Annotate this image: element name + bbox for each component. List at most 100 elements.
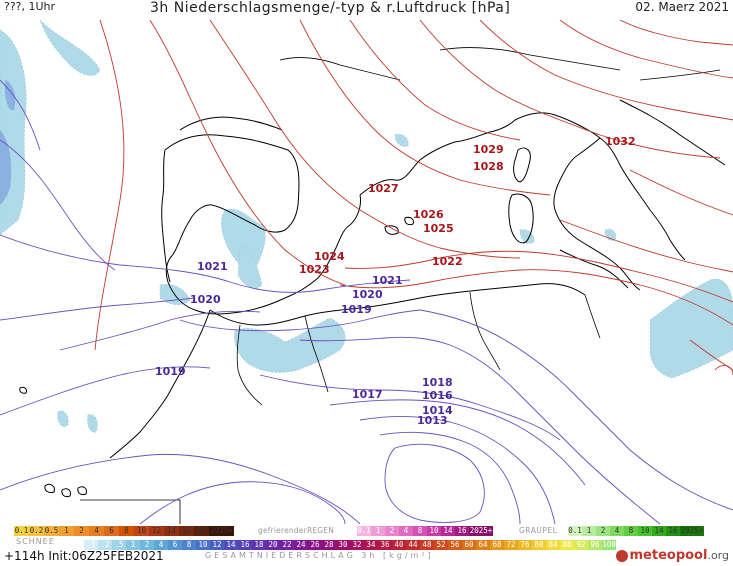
isobar-label-1026: 1026 — [413, 208, 444, 221]
legend-swatch: 16 — [455, 526, 469, 536]
legend-swatch: 1 — [126, 540, 140, 550]
legend-swatch: 68 — [490, 540, 504, 550]
isobar-label-1017: 1017 — [352, 388, 383, 401]
precipitation-layer — [0, 20, 733, 433]
legend-swatch: 44 — [406, 540, 420, 550]
legend-swatch: 6 — [104, 526, 119, 536]
legend-swatch: 22 — [280, 540, 294, 550]
legend-swatch: 76 — [518, 540, 532, 550]
legend-swatch: 40 — [392, 540, 406, 550]
legend-swatch: 2025+ — [209, 526, 234, 536]
legend-swatch: 2025+ — [469, 526, 493, 536]
legend-swatch: 64 — [476, 540, 490, 550]
isobar-label-1024: 1024 — [314, 250, 345, 263]
legend-swatch: 2 — [140, 540, 154, 550]
legend-freezing-rain-scale: 0.1 1 2 4 8 10 14 16 2025+ — [357, 526, 493, 536]
legend-total-label: GESAMTNIEDERSCHLAG 3h [kg/m²] — [205, 551, 434, 560]
legend-swatch: 16 — [238, 540, 252, 550]
legend-snow-label: SCHNEE — [16, 537, 55, 546]
legend-swatch: 1 — [582, 526, 596, 536]
legend-swatch: 6 — [168, 540, 182, 550]
legend-swatch: 28 — [322, 540, 336, 550]
legend-swatch: 1 — [59, 526, 74, 536]
isobar-label-1016: 1016 — [422, 389, 453, 402]
legend-swatch: 36 — [378, 540, 392, 550]
brand-name: meteopool — [629, 548, 708, 563]
isobar-label-1025: 1025 — [423, 222, 454, 235]
isobar-label-1014: 1014 — [422, 404, 453, 417]
legend-graupel-label: GRAUPEL — [519, 526, 558, 535]
legend-swatch: 16 — [179, 526, 194, 536]
legend-graupel-scale: 0.1 1 2 4 8 10 14 16 2025+ — [568, 526, 704, 536]
legend-swatch: 10 — [196, 540, 210, 550]
pressure-labels-low: 1021 1021 1020 1020 1019 1019 1018 1017 … — [155, 260, 453, 427]
legend-swatch: 4 — [154, 540, 168, 550]
valid-date: 02. Maerz 2021 — [635, 0, 729, 14]
legend-swatch: 10 — [134, 526, 149, 536]
legend-swatch: 8 — [413, 526, 427, 536]
legend-swatch: 12 — [149, 526, 164, 536]
run-label: ???, 1Uhr — [4, 0, 56, 13]
legend-swatch: 4 — [610, 526, 624, 536]
isobar-label-1027: 1027 — [368, 182, 399, 195]
legend-swatch: 2025+ — [680, 526, 704, 536]
legend-swatch: 2 — [74, 526, 89, 536]
legend-swatch: 2 — [596, 526, 610, 536]
legend-swatch: .1 — [84, 540, 98, 550]
brand-logo: meteopool.org — [615, 548, 729, 563]
legend-swatch: 52 — [434, 540, 448, 550]
isobar-label-1021: 1021 — [372, 274, 403, 287]
legend-swatch: 14 — [164, 526, 179, 536]
legend-swatch: 4 — [89, 526, 104, 536]
map-header: ???, 1Uhr 3h Niederschlagsmenge/-typ & r… — [0, 0, 733, 20]
isobar-label-1013: 1013 — [417, 414, 448, 427]
brand-suffix: .org — [707, 549, 729, 562]
legend-swatch: 60 — [462, 540, 476, 550]
isobars-low — [0, 79, 733, 524]
legend-swatch: 18 — [194, 526, 209, 536]
pressure-labels-high: 1032 1029 1028 1027 1026 1025 1024 1023 … — [299, 135, 636, 276]
legend-swatch: 72 — [504, 540, 518, 550]
legend-swatch: 30 — [336, 540, 350, 550]
legend-swatch: 34 — [364, 540, 378, 550]
run-info: +114h Init:06Z25FEB2021 — [4, 549, 164, 563]
legend-swatch: 1 — [371, 526, 385, 536]
legend-swatch: 16 — [666, 526, 680, 536]
isobar-label-1023: 1023 — [299, 263, 330, 276]
legend-swatch: 14 — [652, 526, 666, 536]
legend-swatch: 20 — [266, 540, 280, 550]
legend-total-scale: .1.2.5 1 2 4 6 8 10 12 14 16 18 20 22 24 26 28 30 32 34 36 4… — [84, 540, 616, 550]
legend-swatch: .2 — [98, 540, 112, 550]
legend-swatch: 10 — [427, 526, 441, 536]
weather-map: 1032 1029 1028 1027 1026 1025 1024 1023 … — [0, 20, 733, 524]
legend-swatch: 12 — [210, 540, 224, 550]
legend-swatch: 80 — [532, 540, 546, 550]
legend-swatch: 96 — [588, 540, 602, 550]
legend-swatch: 8 — [624, 526, 638, 536]
legend-swatch: 14 — [224, 540, 238, 550]
legend-swatch: 56 — [448, 540, 462, 550]
legend-swatch: 84 — [546, 540, 560, 550]
legend-snow-scale: 0.1 0.2 0.5 1 2 4 6 8 10 12 14 16 18 2025+ — [14, 526, 234, 536]
isobar-label-1032: 1032 — [605, 135, 636, 148]
isobar-label-1021: 1021 — [197, 260, 228, 273]
coastlines — [19, 47, 726, 524]
legend-swatch: 92 — [574, 540, 588, 550]
legend-swatch: 10 — [638, 526, 652, 536]
legend-swatch: 48 — [420, 540, 434, 550]
legend-swatch: 8 — [182, 540, 196, 550]
isobar-label-1019: 1019 — [155, 365, 186, 378]
legend-swatch: 100 — [602, 540, 616, 550]
legend-swatch: 0.1 — [568, 526, 582, 536]
isobars-high — [94, 20, 733, 376]
legend-swatch: 0.5 — [44, 526, 59, 536]
isobar-label-1028: 1028 — [473, 160, 504, 173]
legend-freezing-rain-label: gefrierenderREGEN — [258, 526, 335, 535]
legend-swatch: 24 — [294, 540, 308, 550]
isobar-label-1020: 1020 — [190, 293, 221, 306]
map-canvas: 1032 1029 1028 1027 1026 1025 1024 1023 … — [0, 20, 733, 524]
legend-swatch: 88 — [560, 540, 574, 550]
isobar-label-1018: 1018 — [422, 376, 453, 389]
legend-swatch: 8 — [119, 526, 134, 536]
meteopool-logo-icon — [615, 549, 628, 562]
